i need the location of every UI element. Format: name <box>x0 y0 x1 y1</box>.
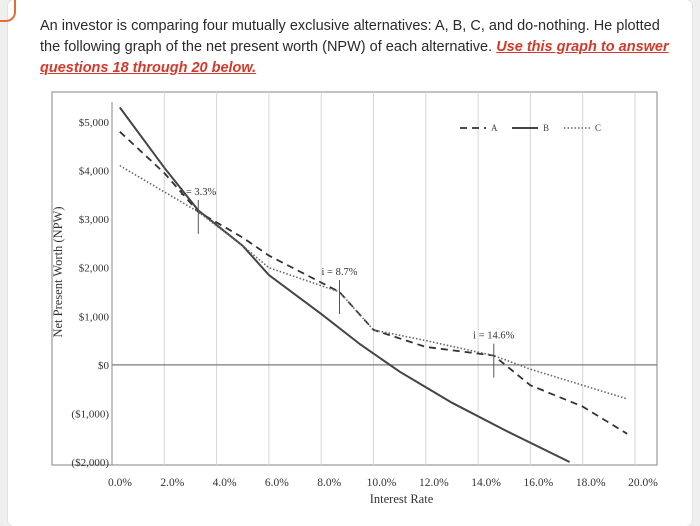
y-tick-label: ($1,000) <box>71 408 109 420</box>
y-tick-label: $2,000 <box>79 263 110 275</box>
x-tick-label: 10.0% <box>367 477 397 489</box>
npw-chart: $5,000 $4,000 $3,000 $2,000 $1,000 $0 ($1,000)… <box>42 90 672 515</box>
page-card <box>8 0 692 526</box>
x-tick-label: 18.0% <box>576 477 606 489</box>
annotation-label: i = 14.6% <box>473 331 514 342</box>
series-line-b <box>118 106 571 463</box>
x-tick-label: 20.0% <box>628 477 658 489</box>
annotation-label: i = 3.3% <box>180 187 216 198</box>
series-line-c <box>119 165 628 400</box>
annotation-label: i = 8.7% <box>322 267 358 278</box>
x-tick-label: 16.0% <box>524 477 554 489</box>
legend-label-a: A <box>491 123 498 133</box>
x-tick-label: 14.0% <box>471 477 501 489</box>
y-tick-label: $4,000 <box>79 166 110 178</box>
y-tick-label: ($2,000) <box>71 457 109 469</box>
corner-badge-icon <box>0 0 16 22</box>
x-tick-label: 2.0% <box>160 477 184 489</box>
y-axis-title: Net Present Worth (NPW) <box>51 206 65 337</box>
y-tick-label: $0 <box>98 360 110 372</box>
chart-svg: $5,000 $4,000 $3,000 $2,000 $1,000 $0 ($1,000)… <box>51 91 658 506</box>
x-tick-label: 0.0% <box>108 477 132 489</box>
legend-label-c: C <box>595 123 601 133</box>
y-tick-label: $1,000 <box>79 311 110 323</box>
y-tick-label: $3,000 <box>79 214 110 226</box>
x-tick-label: 4.0% <box>213 477 237 489</box>
x-axis-title: Interest Rate <box>370 492 434 506</box>
graph-instruction-link[interactable]: Use this graph to answer questions 18 th… <box>40 39 669 76</box>
plot-frame <box>51 91 658 466</box>
x-tick-label: 6.0% <box>265 477 289 489</box>
x-tick-label: 12.0% <box>419 477 449 489</box>
question-body: An investor is comparing four mutually e… <box>40 18 660 55</box>
y-tick-label: $5,000 <box>79 117 110 129</box>
legend-label-b: B <box>543 123 549 133</box>
x-tick-label: 8.0% <box>317 477 341 489</box>
question-text: An investor is comparing four mutually e… <box>40 16 670 79</box>
